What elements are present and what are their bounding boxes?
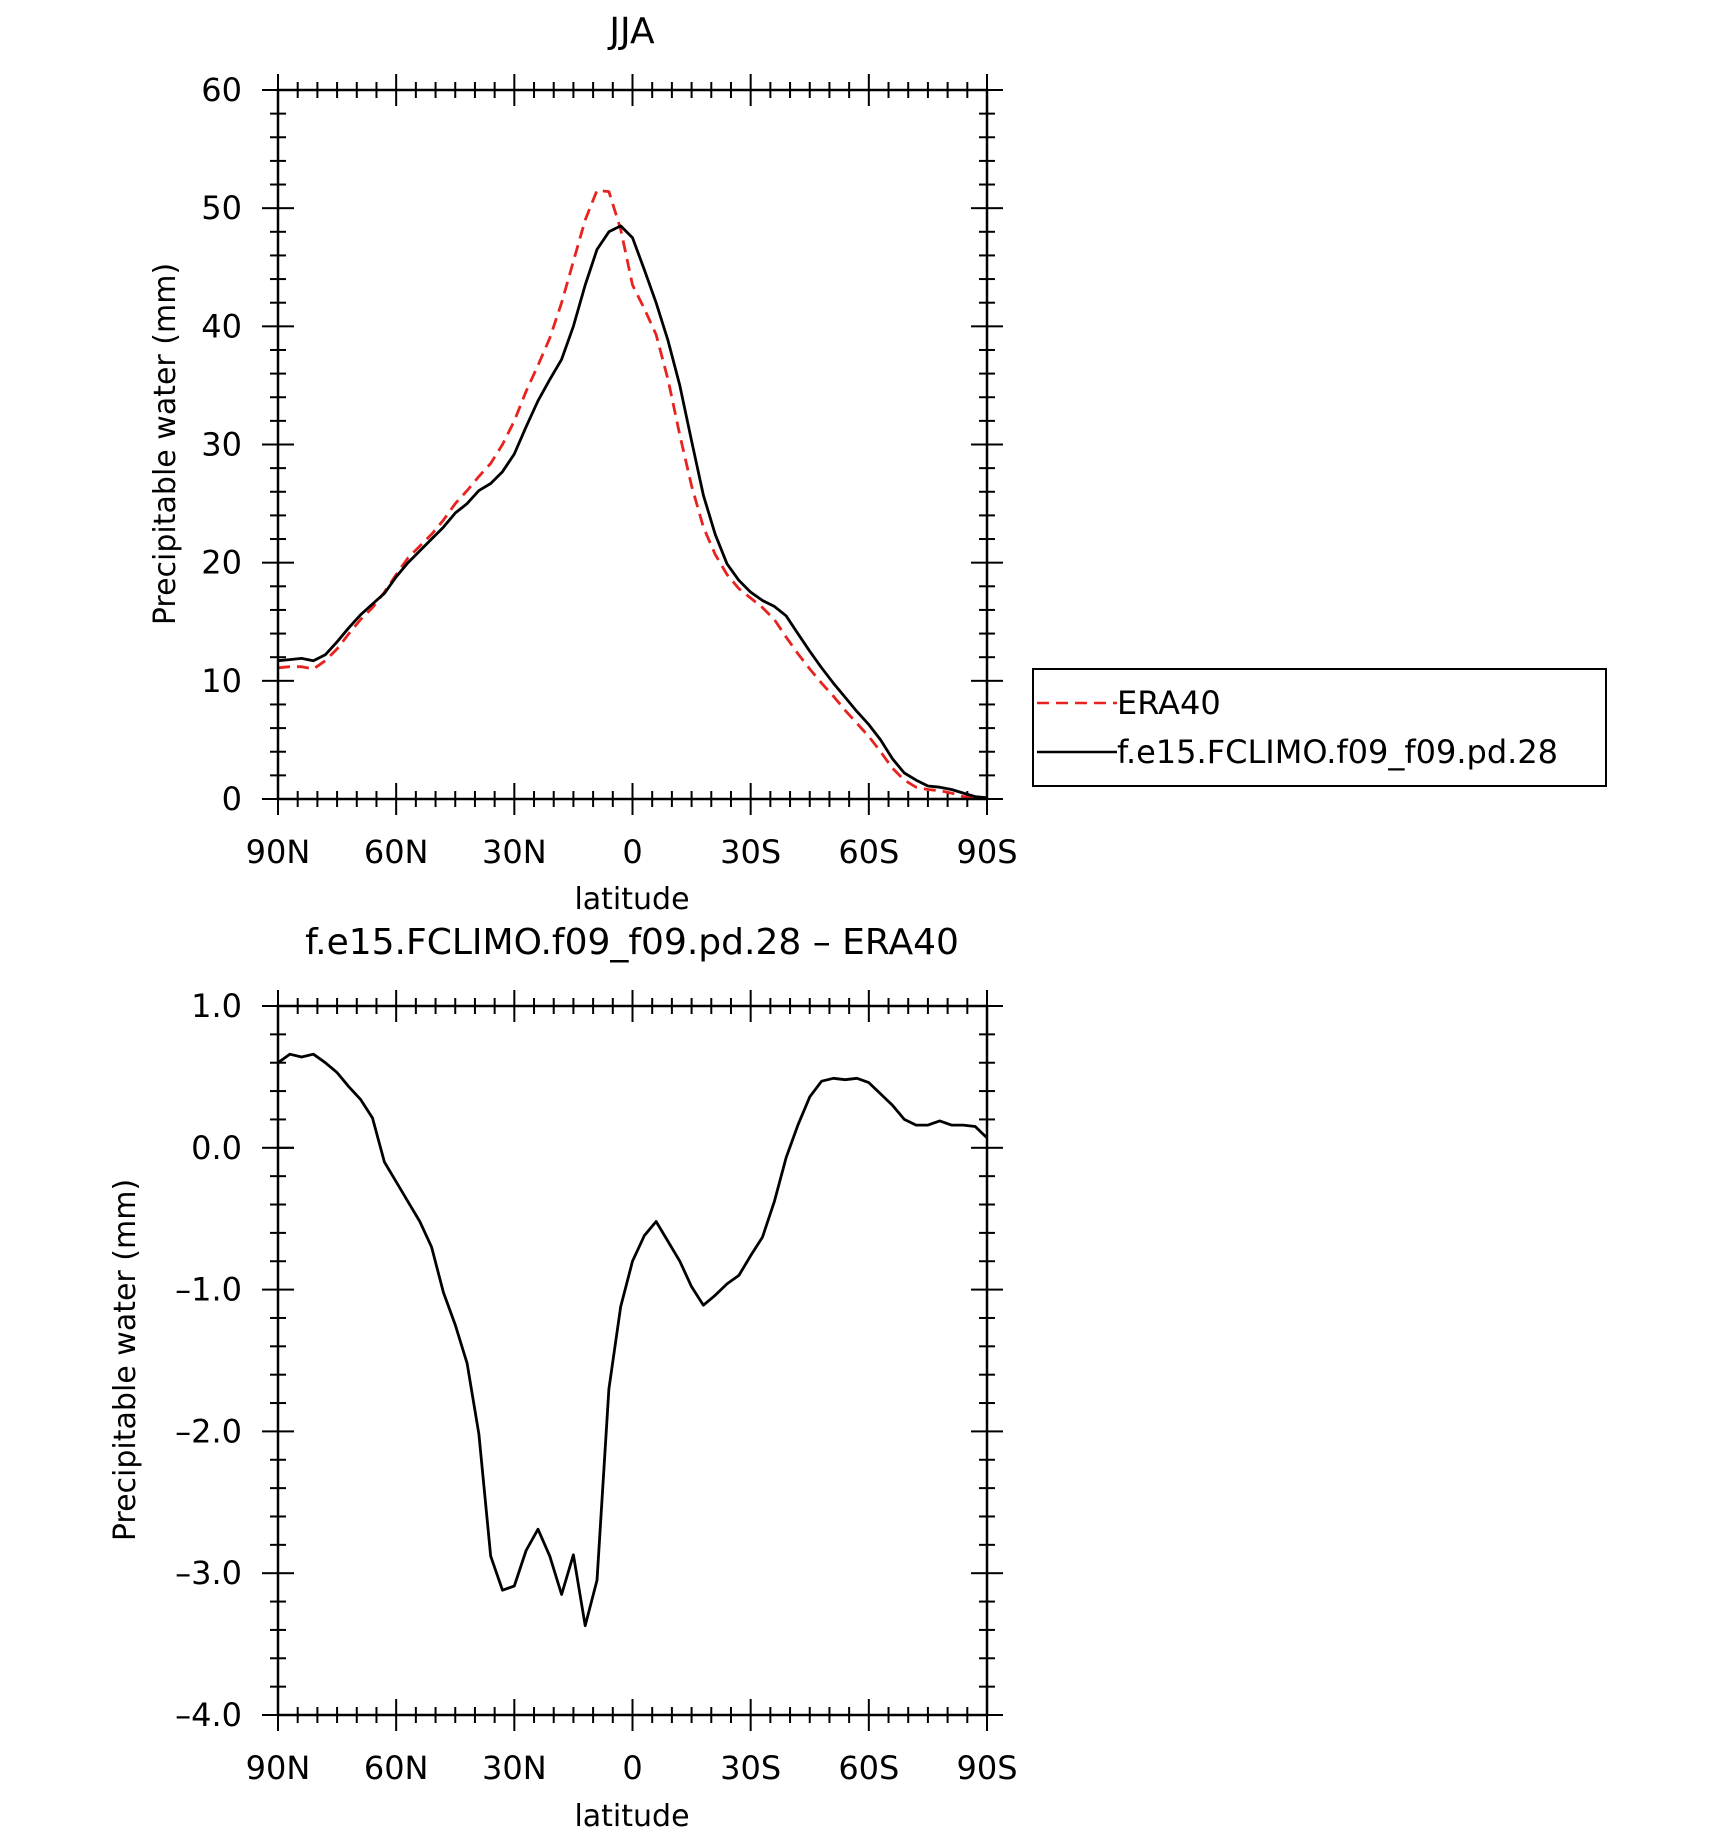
bottom-x-tick-label: 0 (622, 1749, 642, 1787)
bottom-plot-frame (276, 1004, 989, 1717)
legend-label-model: f.e15.FCLIMO.f09_f09.pd.28 (1117, 733, 1558, 771)
legend: ERA40 f.e15.FCLIMO.f09_f09.pd.28 (1032, 668, 1607, 787)
top-x-tick-label: 30S (720, 833, 781, 871)
top-panel: JJA 90N 60N 30N 0 30S 60S 90S 0 10 20 30 40 50 60 lat… (148, 11, 1607, 917)
bottom-y-tick-label: –1.0 (175, 1271, 242, 1309)
top-y-tick-label: 50 (201, 189, 242, 227)
top-series-line-0 (277, 188, 988, 801)
legend-label-era40: ERA40 (1117, 684, 1221, 722)
top-chart-title: JJA (607, 11, 655, 52)
bottom-series-line-0 (277, 1052, 988, 1628)
top-y-tick-label: 0 (222, 780, 242, 818)
bottom-x-tick-label: 90N (246, 1749, 311, 1787)
top-y-tick-label: 40 (201, 307, 242, 345)
bottom-y-axis-label: Precipitable water (mm) (108, 1179, 143, 1541)
bottom-x-axis-label: latitude (574, 1799, 689, 1833)
top-series-line-1 (277, 224, 988, 800)
legend-box (1032, 668, 1607, 787)
top-x-tick-label: 60S (838, 833, 899, 871)
bottom-x-tick-label: 60S (838, 1749, 899, 1787)
bottom-x-tick-label: 30N (482, 1749, 547, 1787)
top-x-tick-label: 90S (956, 833, 1017, 871)
top-x-tick-label: 60N (364, 833, 429, 871)
top-x-tick-label: 30N (482, 833, 547, 871)
bottom-tick-labels: 90N 60N 30N 0 30S 60S 90S 1.0 0.0 –1.0 –2.0 –3.0 –4.… (175, 987, 1017, 1787)
top-y-tick-label: 20 (201, 544, 242, 582)
top-x-axis-label: latitude (574, 882, 689, 917)
bottom-x-tick-label: 90S (956, 1749, 1017, 1787)
bottom-x-tick-label: 60N (364, 1749, 429, 1787)
bottom-ticks (262, 990, 1003, 1731)
bottom-y-tick-label: –2.0 (175, 1412, 242, 1450)
bottom-panel: f.e15.FCLIMO.f09_f09.pd.28 – ERA40 90N 60… (108, 922, 1018, 1833)
top-y-tick-label: 60 (201, 71, 242, 109)
bottom-y-tick-label: –4.0 (175, 1696, 242, 1734)
bottom-chart-title: f.e15.FCLIMO.f09_f09.pd.28 – ERA40 (305, 922, 959, 963)
top-plot-frame (276, 88, 989, 801)
bottom-series (277, 1052, 988, 1628)
bottom-x-tick-label: 30S (720, 1749, 781, 1787)
top-x-tick-label: 0 (622, 833, 642, 871)
top-y-tick-label: 30 (201, 426, 242, 464)
top-y-tick-label: 10 (201, 662, 242, 700)
bottom-y-tick-label: 0.0 (191, 1129, 242, 1167)
bottom-y-tick-label: –3.0 (175, 1554, 242, 1592)
top-tick-labels: 90N 60N 30N 0 30S 60S 90S 0 10 20 30 40 50 60 (201, 71, 1017, 871)
top-x-tick-label: 90N (246, 833, 311, 871)
top-series (277, 188, 988, 801)
top-y-axis-label: Precipitable water (mm) (148, 263, 183, 625)
bottom-y-tick-label: 1.0 (191, 987, 242, 1025)
top-ticks (262, 74, 1003, 815)
